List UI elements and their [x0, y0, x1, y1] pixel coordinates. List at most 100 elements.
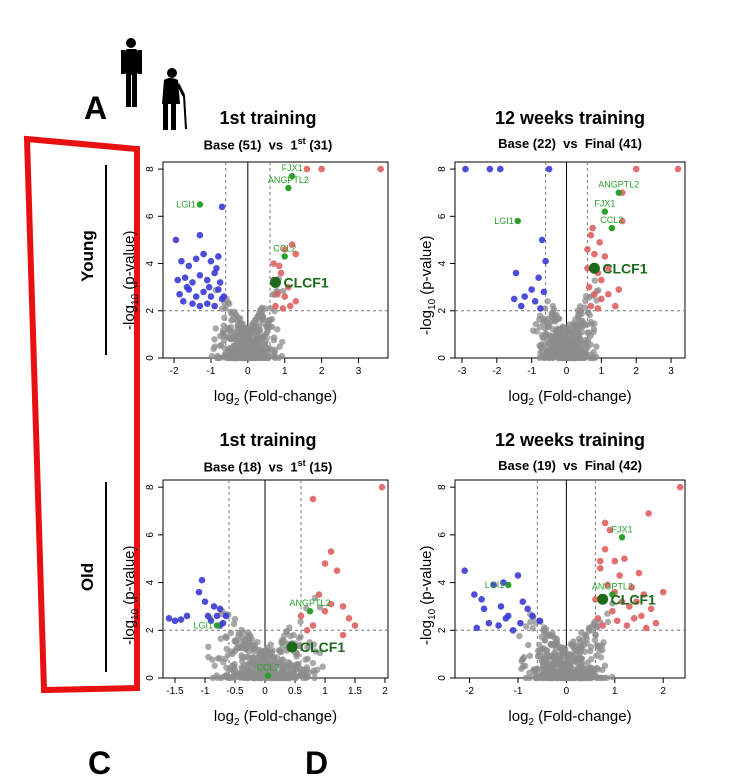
- x-tick-label: 2: [660, 686, 666, 697]
- up-regulated-point: [592, 595, 599, 603]
- ns-point: [222, 673, 229, 680]
- ns-point: [304, 655, 311, 663]
- highlight-point-angptl2: [609, 591, 616, 598]
- ns-point: [292, 665, 299, 673]
- ns-point: [535, 653, 542, 660]
- ns-point: [287, 632, 294, 640]
- ns-point: [526, 669, 533, 677]
- ns-point: [225, 325, 233, 332]
- y-tick-label: 4: [437, 260, 448, 266]
- up-regulated-point: [659, 588, 667, 596]
- ns-point: [229, 650, 236, 658]
- down-regulated-point: [171, 617, 179, 625]
- ns-point: [586, 312, 593, 319]
- subtitle-vs: vs: [261, 137, 291, 153]
- ns-point: [214, 352, 221, 360]
- ns-point: [578, 348, 586, 355]
- down-regulated-point: [196, 272, 204, 279]
- gene-label-lgi1: LGI1: [176, 200, 196, 210]
- plot-subtitle: Base (51) vs 1st (31): [118, 136, 418, 152]
- ns-point: [220, 332, 227, 340]
- up-regulated-point: [618, 598, 626, 605]
- ns-point: [279, 338, 286, 346]
- y-tick-label: 2: [437, 308, 448, 314]
- ns-point: [238, 652, 245, 659]
- ns-point: [310, 667, 317, 674]
- x-axis-label: log2 (Fold-change): [508, 708, 632, 728]
- down-regulated-point: [517, 619, 524, 627]
- down-regulated-point: [495, 622, 502, 629]
- up-regulated-point: [594, 615, 602, 622]
- up-regulated-point: [632, 165, 640, 173]
- highlight-point-clcf1: [286, 641, 298, 653]
- ns-point: [250, 319, 257, 327]
- ns-point: [557, 332, 564, 339]
- ns-point: [541, 354, 549, 361]
- gene-label-angptl2: ANGPTL2: [598, 180, 639, 190]
- x-tick-label: 2: [382, 686, 388, 697]
- ns-point: [266, 660, 274, 667]
- down-regulated-point: [521, 293, 528, 300]
- ns-point: [235, 630, 243, 637]
- ns-point: [231, 344, 238, 352]
- subtitle-count: (15): [305, 459, 333, 475]
- down-regulated-point: [210, 603, 218, 610]
- ns-point: [575, 635, 583, 642]
- ns-point: [230, 620, 238, 628]
- ns-point: [238, 638, 246, 645]
- down-regulated-point: [196, 231, 204, 239]
- up-regulated-point: [611, 557, 619, 565]
- ns-point: [532, 666, 539, 673]
- ns-point: [280, 668, 287, 675]
- down-regulated-point: [222, 612, 230, 620]
- ns-point: [243, 673, 250, 681]
- up-regulated-point: [615, 286, 623, 293]
- ns-point: [582, 632, 590, 639]
- gene-label-lgi1: LGI1: [494, 216, 514, 226]
- down-regulated-point: [181, 274, 189, 282]
- ns-point: [256, 326, 264, 334]
- ns-point: [603, 674, 611, 682]
- x-tick-label: 3: [356, 366, 362, 377]
- y-tick-label: 6: [437, 532, 448, 538]
- ns-point: [237, 329, 244, 336]
- down-regulated-point: [185, 262, 193, 270]
- y-tick-label: 4: [437, 579, 448, 585]
- y-tick-label: 6: [145, 213, 156, 219]
- ns-point: [548, 310, 555, 317]
- up-regulated-point: [270, 260, 277, 267]
- subtitle-count: (31): [305, 137, 333, 153]
- ns-point: [220, 322, 227, 329]
- gene-label-clcf1: CLCF1: [611, 591, 656, 607]
- y-tick-label: 8: [145, 484, 156, 490]
- up-regulated-point: [598, 276, 605, 284]
- ns-point: [553, 638, 560, 645]
- ns-point: [240, 324, 247, 331]
- ns-point: [293, 650, 301, 657]
- down-regulated-point: [536, 617, 544, 625]
- ns-point: [289, 673, 296, 680]
- y-tick-label: 8: [145, 166, 156, 172]
- up-regulated-point: [292, 298, 300, 305]
- ns-point: [544, 318, 551, 325]
- down-regulated-point: [203, 300, 211, 307]
- x-axis-label: log2 (Fold-change): [213, 708, 338, 728]
- down-regulated-point: [537, 305, 544, 312]
- up-regulated-point: [591, 250, 598, 258]
- down-regulated-point: [545, 165, 553, 173]
- down-regulated-point: [211, 302, 218, 310]
- down-regulated-point: [189, 300, 196, 307]
- ns-point: [245, 352, 252, 359]
- ns-point: [581, 648, 589, 655]
- ns-point: [278, 638, 286, 645]
- up-regulated-point: [647, 605, 655, 613]
- ns-point: [587, 643, 595, 651]
- up-regulated-point: [638, 612, 645, 620]
- ns-point: [211, 662, 218, 669]
- ns-point: [537, 349, 544, 356]
- x-axis-label: log2 (Fold-change): [213, 388, 338, 408]
- ns-point: [574, 340, 581, 347]
- ns-point: [588, 354, 596, 362]
- highlight-point-fjx1: [288, 172, 296, 180]
- up-regulated-point: [642, 624, 650, 632]
